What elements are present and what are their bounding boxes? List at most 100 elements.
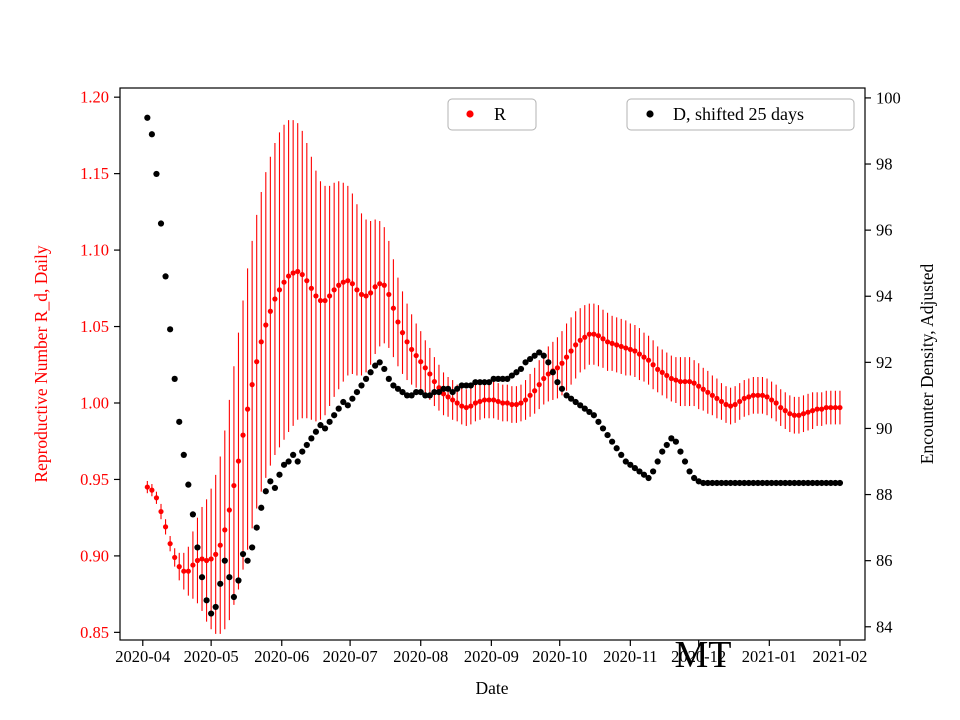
r-series-marker bbox=[244, 406, 251, 412]
d-series-marker bbox=[836, 479, 844, 487]
r-series-marker bbox=[586, 331, 592, 337]
d-series-marker bbox=[162, 273, 169, 280]
r-series-marker bbox=[149, 487, 155, 493]
r-series-marker bbox=[832, 404, 838, 411]
y-right-axis-title: Encounter Density, Adjusted bbox=[917, 263, 937, 464]
d-series-marker bbox=[253, 524, 260, 531]
x-tick-label: 2020-09 bbox=[464, 647, 519, 666]
d-series-marker bbox=[814, 479, 821, 487]
d-series-marker bbox=[153, 170, 160, 178]
d-series-marker bbox=[722, 479, 730, 487]
d-series-marker bbox=[640, 471, 648, 478]
r-series-marker bbox=[500, 400, 506, 406]
d-series-marker bbox=[290, 451, 297, 458]
y-right-tick-label: 100 bbox=[876, 88, 901, 107]
d-series-marker bbox=[754, 479, 762, 487]
r-series-marker bbox=[336, 282, 342, 288]
d-series-marker bbox=[299, 448, 306, 455]
d-series-marker bbox=[768, 479, 775, 487]
y-left-tick-label: 1.10 bbox=[80, 241, 109, 260]
legend-d-label: D, shifted 25 days bbox=[673, 104, 804, 124]
d-series-marker bbox=[750, 479, 757, 487]
r-series-marker bbox=[750, 392, 756, 398]
legend-d-marker-icon bbox=[646, 110, 654, 118]
r-series-marker bbox=[368, 290, 374, 296]
d-series-marker bbox=[198, 574, 206, 581]
r-series-marker bbox=[153, 495, 160, 501]
r-series-marker bbox=[468, 403, 474, 409]
r-series-marker bbox=[727, 403, 734, 409]
r-series-marker bbox=[641, 354, 647, 360]
d-series-marker bbox=[727, 479, 734, 487]
r-series-marker bbox=[659, 369, 665, 376]
r-series-marker bbox=[714, 395, 720, 402]
d-series-marker bbox=[458, 382, 465, 389]
r-series-marker bbox=[664, 372, 670, 379]
d-series-marker bbox=[681, 458, 689, 465]
r-series-marker bbox=[358, 291, 365, 298]
y-right-tick-label: 98 bbox=[876, 155, 893, 174]
r-series-marker bbox=[800, 411, 807, 417]
d-series-marker bbox=[504, 375, 511, 382]
d-series-marker bbox=[485, 379, 493, 386]
d-series-marker bbox=[732, 479, 739, 487]
d-series-marker bbox=[249, 544, 256, 551]
r-series-marker bbox=[349, 281, 355, 287]
r-series-marker bbox=[655, 366, 661, 372]
d-series-marker bbox=[832, 479, 839, 487]
r-series-marker bbox=[645, 357, 652, 363]
y-left-tick-label: 1.20 bbox=[80, 88, 109, 107]
r-series-marker bbox=[518, 400, 524, 406]
r-series-marker bbox=[481, 397, 488, 403]
d-series-marker bbox=[176, 418, 183, 425]
r-series-marker bbox=[194, 557, 201, 564]
y-left-tick-label: 1.15 bbox=[80, 164, 109, 183]
x-tick-label: 2020-04 bbox=[115, 647, 170, 666]
y-left-tick-label: 0.90 bbox=[80, 546, 109, 565]
d-series-marker bbox=[568, 395, 575, 402]
d-series-marker bbox=[208, 610, 215, 617]
d-series-marker bbox=[239, 550, 247, 558]
r-series-marker bbox=[787, 411, 793, 417]
d-series-marker bbox=[431, 388, 438, 396]
d-series-marker bbox=[463, 382, 470, 389]
d-series-marker bbox=[804, 479, 812, 487]
r-series-marker bbox=[618, 343, 624, 350]
r-series-marker bbox=[673, 377, 679, 383]
d-series-marker bbox=[144, 114, 151, 121]
r-series-marker bbox=[427, 371, 433, 377]
r-series-marker bbox=[217, 542, 223, 548]
d-series-marker bbox=[372, 362, 379, 369]
r-series-marker bbox=[395, 319, 401, 325]
d-series-marker bbox=[194, 544, 201, 551]
r-series-marker bbox=[162, 524, 169, 530]
d-series-marker bbox=[417, 388, 424, 396]
d-series-marker bbox=[403, 392, 411, 399]
r-series-marker bbox=[632, 348, 638, 354]
d-series-marker bbox=[381, 365, 388, 373]
d-series-marker bbox=[517, 365, 525, 373]
r-series-marker bbox=[604, 339, 611, 345]
d-series-marker bbox=[704, 479, 711, 487]
r-series-marker bbox=[390, 305, 396, 311]
d-series-marker bbox=[713, 479, 721, 487]
r-series-marker bbox=[213, 551, 219, 557]
r-series-marker bbox=[568, 348, 574, 354]
d-series-marker bbox=[367, 369, 374, 376]
plot-data-layer: 2020-04 2020-05 2020-06 2020-07 2020-08 2020-… bbox=[80, 88, 901, 666]
plot-frame bbox=[119, 87, 866, 641]
d-series-marker bbox=[221, 557, 228, 564]
d-series-marker bbox=[385, 375, 392, 382]
d-series-marker bbox=[531, 352, 538, 359]
d-series-marker bbox=[791, 479, 798, 487]
d-series-marker bbox=[476, 379, 484, 386]
r-series-marker bbox=[345, 278, 351, 284]
r-series-marker bbox=[422, 365, 428, 371]
r-series-marker bbox=[440, 391, 447, 397]
y-right-tick-label: 84 bbox=[876, 617, 893, 636]
d-series-marker bbox=[294, 458, 301, 465]
d-series-marker bbox=[344, 402, 351, 409]
r-series-marker bbox=[595, 333, 602, 339]
r-series-marker bbox=[463, 404, 469, 411]
d-series-marker bbox=[554, 379, 561, 386]
